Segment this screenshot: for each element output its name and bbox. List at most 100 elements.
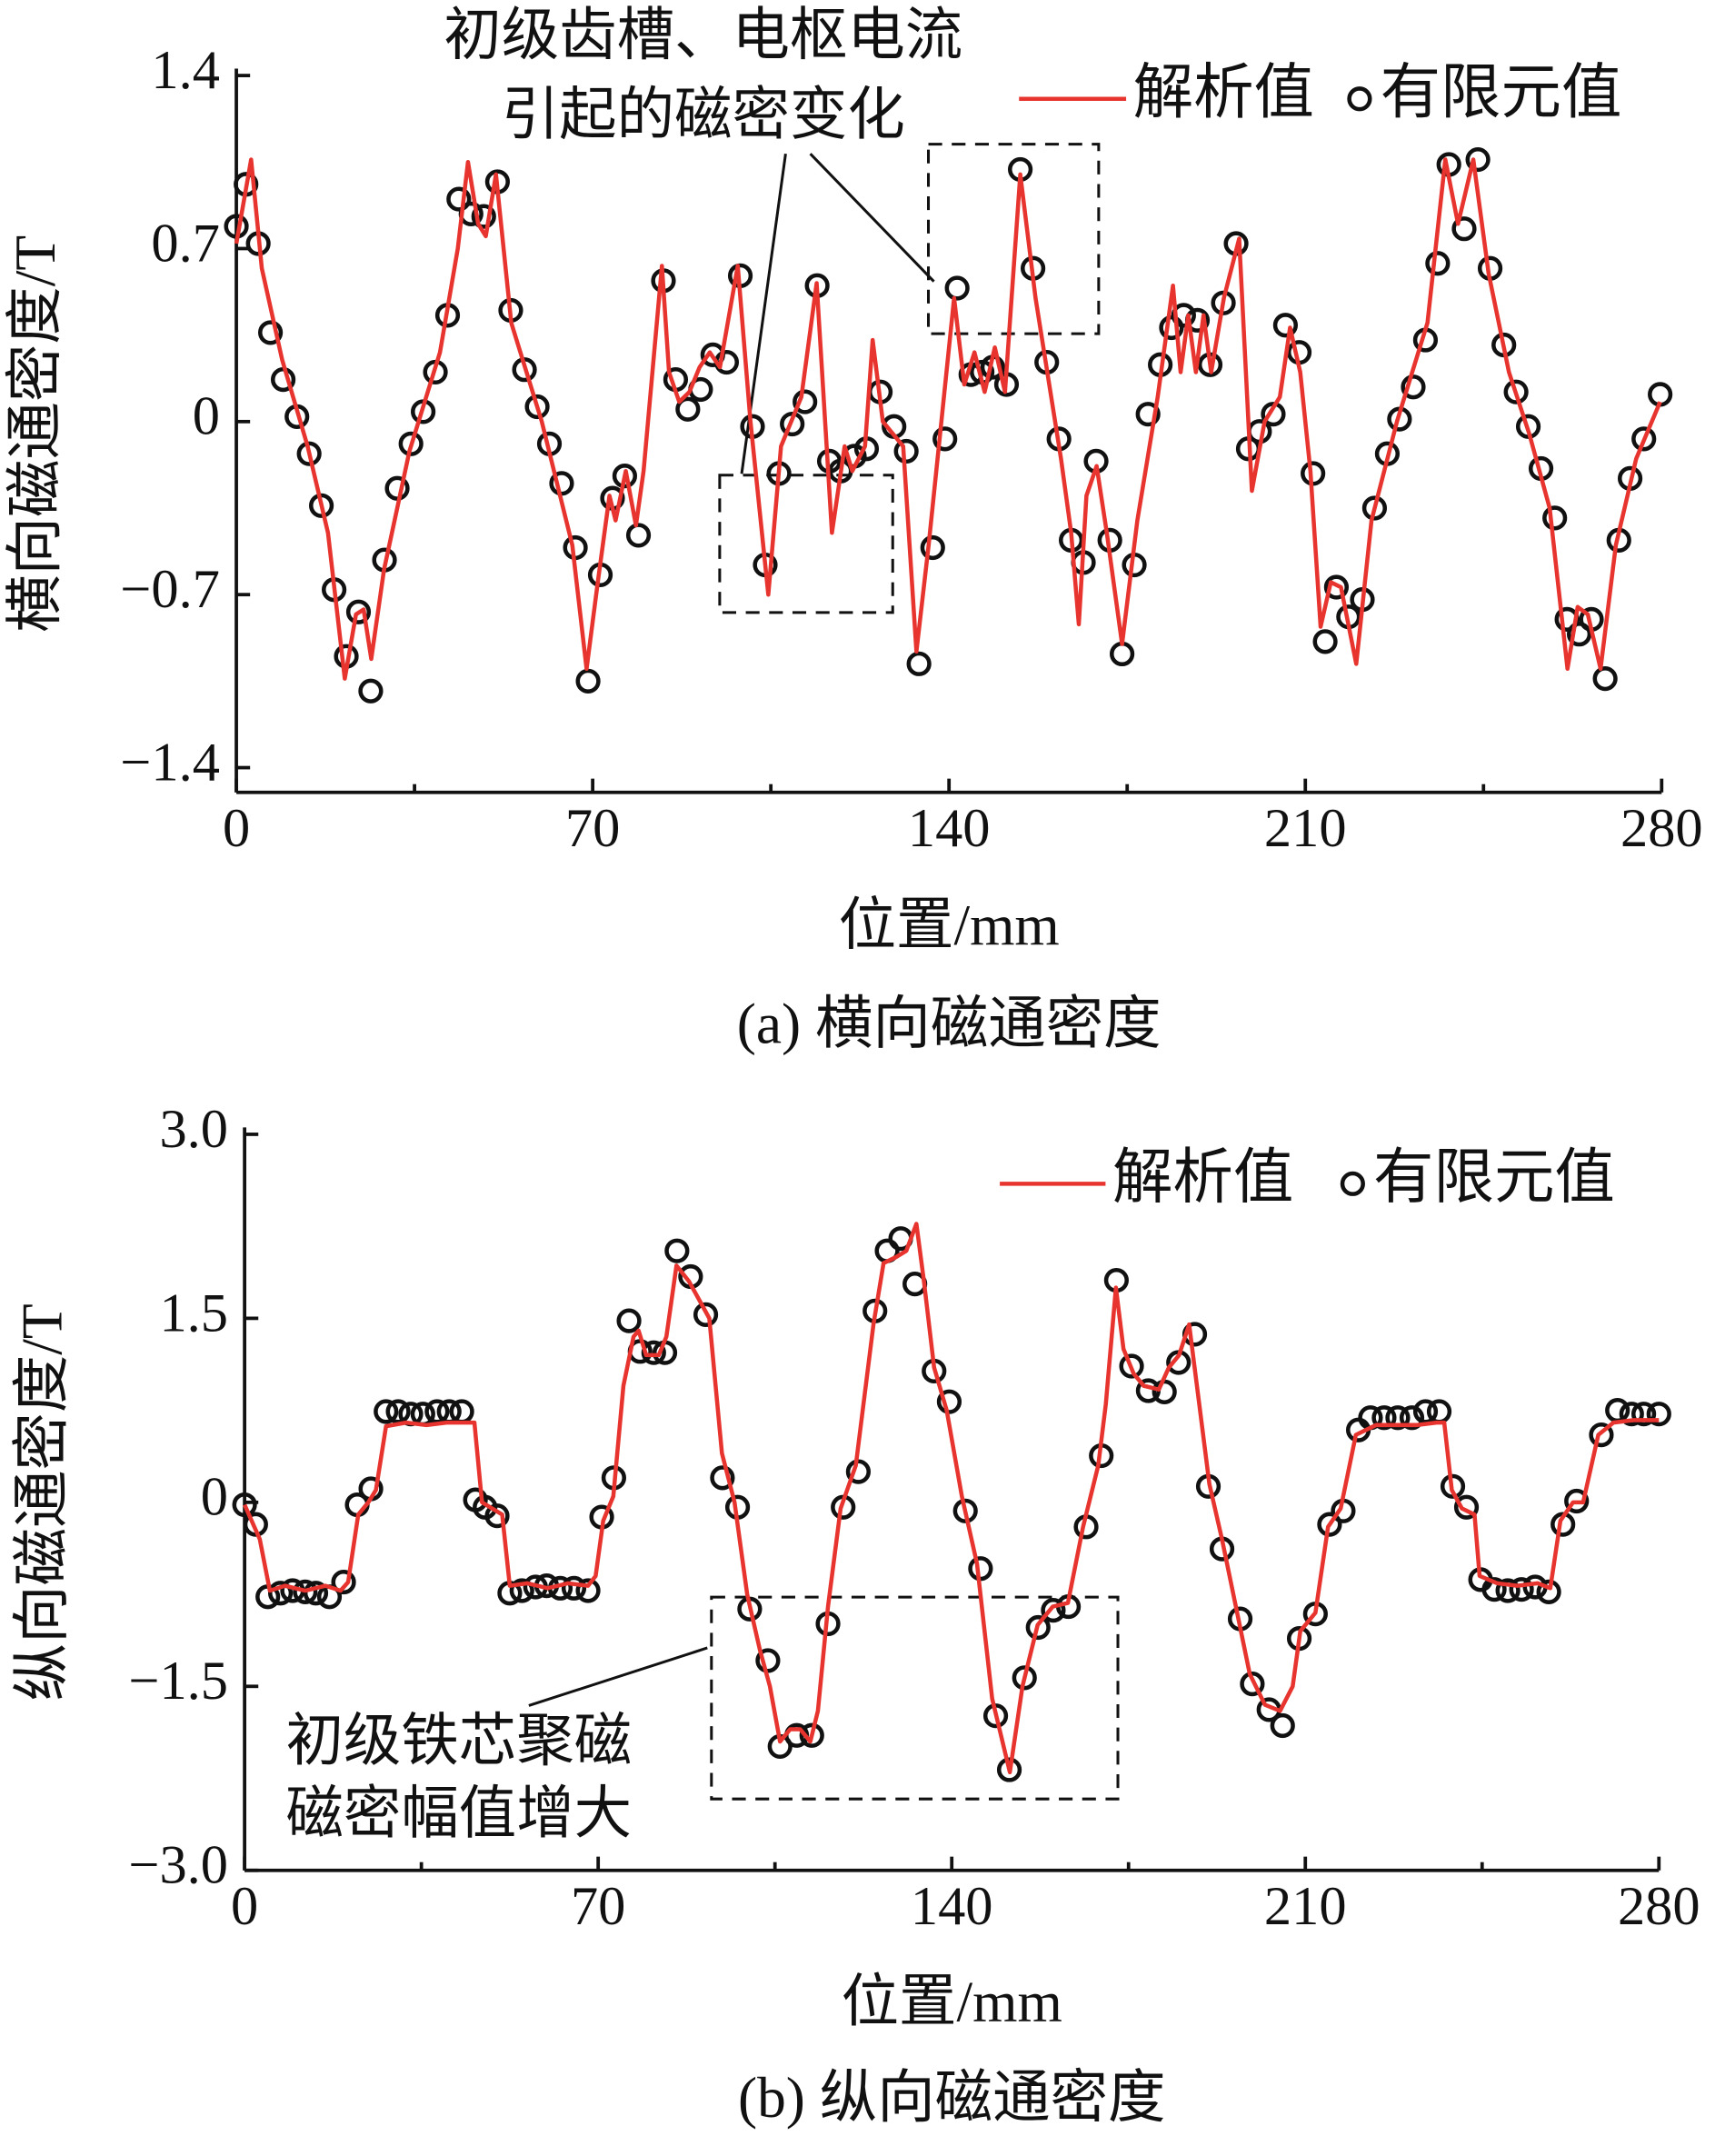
fem-point bbox=[920, 534, 945, 561]
y-tick-label: 0 bbox=[193, 386, 220, 447]
fem-point bbox=[296, 441, 322, 466]
fem-point bbox=[1135, 402, 1161, 427]
fem-point bbox=[1592, 666, 1618, 692]
fem-point bbox=[1270, 1712, 1295, 1739]
fem-point bbox=[267, 1581, 294, 1606]
fem-point bbox=[664, 1238, 690, 1263]
fem-point bbox=[944, 275, 970, 301]
legend-label: 解析值 bbox=[1112, 1145, 1293, 1212]
highlight-box bbox=[927, 143, 1101, 335]
fem-point bbox=[1564, 1488, 1590, 1514]
y-tick-label: 1.4 bbox=[151, 40, 220, 101]
fem-point bbox=[906, 651, 932, 676]
legend-label: 有限元值 bbox=[1381, 60, 1622, 126]
y-tick-label: 1.5 bbox=[159, 1283, 228, 1343]
fem-point bbox=[1503, 379, 1529, 404]
y-tick-label: 0 bbox=[201, 1467, 228, 1528]
y-axis-label: 横向磁通密度/T bbox=[3, 235, 67, 633]
fem-point bbox=[1631, 426, 1657, 452]
x-axis-label: 位置/mm bbox=[842, 1969, 1062, 2033]
fem-point bbox=[1119, 1353, 1144, 1379]
fem-point bbox=[345, 599, 372, 624]
fem-point bbox=[1536, 1579, 1561, 1604]
fem-point bbox=[561, 1575, 587, 1601]
fem-point bbox=[308, 493, 334, 518]
fem-point bbox=[1312, 629, 1338, 654]
fem-point bbox=[1371, 1405, 1397, 1431]
x-tick-label: 0 bbox=[223, 798, 250, 859]
x-tick-label: 70 bbox=[571, 1876, 625, 1937]
fem-point bbox=[232, 1492, 257, 1518]
fem-point bbox=[1465, 146, 1491, 173]
fem-point bbox=[398, 431, 424, 456]
fem-point bbox=[1385, 1405, 1411, 1431]
fem-point bbox=[303, 1581, 329, 1606]
legend-marker bbox=[1347, 86, 1372, 112]
annotation: 引起的磁密变化 bbox=[502, 83, 905, 147]
fem-point bbox=[257, 320, 284, 345]
fem-point bbox=[1566, 622, 1592, 647]
fem-point bbox=[793, 389, 818, 414]
fem-point bbox=[932, 426, 958, 452]
fem-point bbox=[1453, 1494, 1480, 1520]
fem-point bbox=[1631, 1402, 1657, 1427]
fem-point bbox=[1451, 216, 1477, 242]
y-tick-label: −3.0 bbox=[128, 1835, 228, 1896]
fem-point bbox=[446, 186, 472, 212]
fem-point bbox=[1041, 1598, 1066, 1623]
caption: (a) 横向磁通密度 bbox=[737, 992, 1162, 1056]
fem-point bbox=[1542, 505, 1568, 531]
x-tick-label: 210 bbox=[1264, 798, 1347, 859]
y-tick-label: 3.0 bbox=[159, 1099, 228, 1160]
x-tick-label: 140 bbox=[911, 1876, 993, 1937]
x-tick-label: 140 bbox=[908, 798, 991, 859]
x-tick-label: 70 bbox=[565, 798, 620, 859]
fem-point bbox=[1619, 1402, 1644, 1427]
fem-point bbox=[1171, 303, 1196, 328]
fem-point bbox=[1025, 1614, 1051, 1641]
legend-label: 有限元值 bbox=[1373, 1145, 1615, 1212]
fem-point bbox=[1323, 574, 1350, 600]
caption: (b) 纵向磁通密度 bbox=[738, 2065, 1165, 2130]
fem-point bbox=[1481, 1577, 1507, 1602]
fem-point bbox=[484, 1503, 510, 1529]
fem-point bbox=[936, 1389, 962, 1414]
fem-point bbox=[575, 668, 601, 694]
fem-point bbox=[509, 1578, 534, 1603]
fem-point bbox=[710, 1465, 735, 1491]
fem-point bbox=[675, 396, 701, 422]
y-tick-label: −0.7 bbox=[120, 559, 220, 620]
leader-line bbox=[809, 153, 935, 283]
fem-point bbox=[1159, 314, 1184, 341]
fem-point bbox=[1361, 495, 1388, 521]
y-tick-label: 0.7 bbox=[151, 213, 220, 274]
annotation: 初级铁芯聚磁 bbox=[285, 1708, 632, 1772]
fem-point bbox=[358, 678, 384, 704]
fem-point bbox=[616, 1308, 642, 1333]
legend-marker bbox=[1340, 1171, 1365, 1196]
fem-point bbox=[1401, 374, 1426, 400]
fem-point bbox=[1240, 1672, 1265, 1697]
fem-point bbox=[374, 1399, 399, 1424]
x-tick-label: 210 bbox=[1264, 1876, 1347, 1937]
annotation: 初级齿槽、电枢电流 bbox=[444, 3, 962, 67]
fem-point bbox=[293, 1579, 318, 1604]
fem-point bbox=[1425, 251, 1451, 276]
y-tick-label: −1.4 bbox=[120, 732, 220, 793]
fem-point bbox=[575, 1578, 601, 1603]
annotation: 磁密幅值增大 bbox=[285, 1781, 632, 1845]
fem-point bbox=[1589, 1422, 1614, 1448]
fem-point bbox=[612, 464, 638, 489]
fem-point bbox=[471, 204, 496, 229]
fem-point bbox=[893, 438, 919, 464]
fem-point bbox=[1646, 1402, 1671, 1427]
x-axis-label: 位置/mm bbox=[839, 893, 1060, 957]
fem-point bbox=[1399, 1405, 1425, 1431]
fem-point bbox=[1272, 313, 1298, 338]
fem-point bbox=[385, 1399, 411, 1424]
fem-point bbox=[625, 523, 652, 548]
y-tick-label: −1.5 bbox=[128, 1651, 228, 1712]
fem-point bbox=[1509, 1577, 1534, 1602]
